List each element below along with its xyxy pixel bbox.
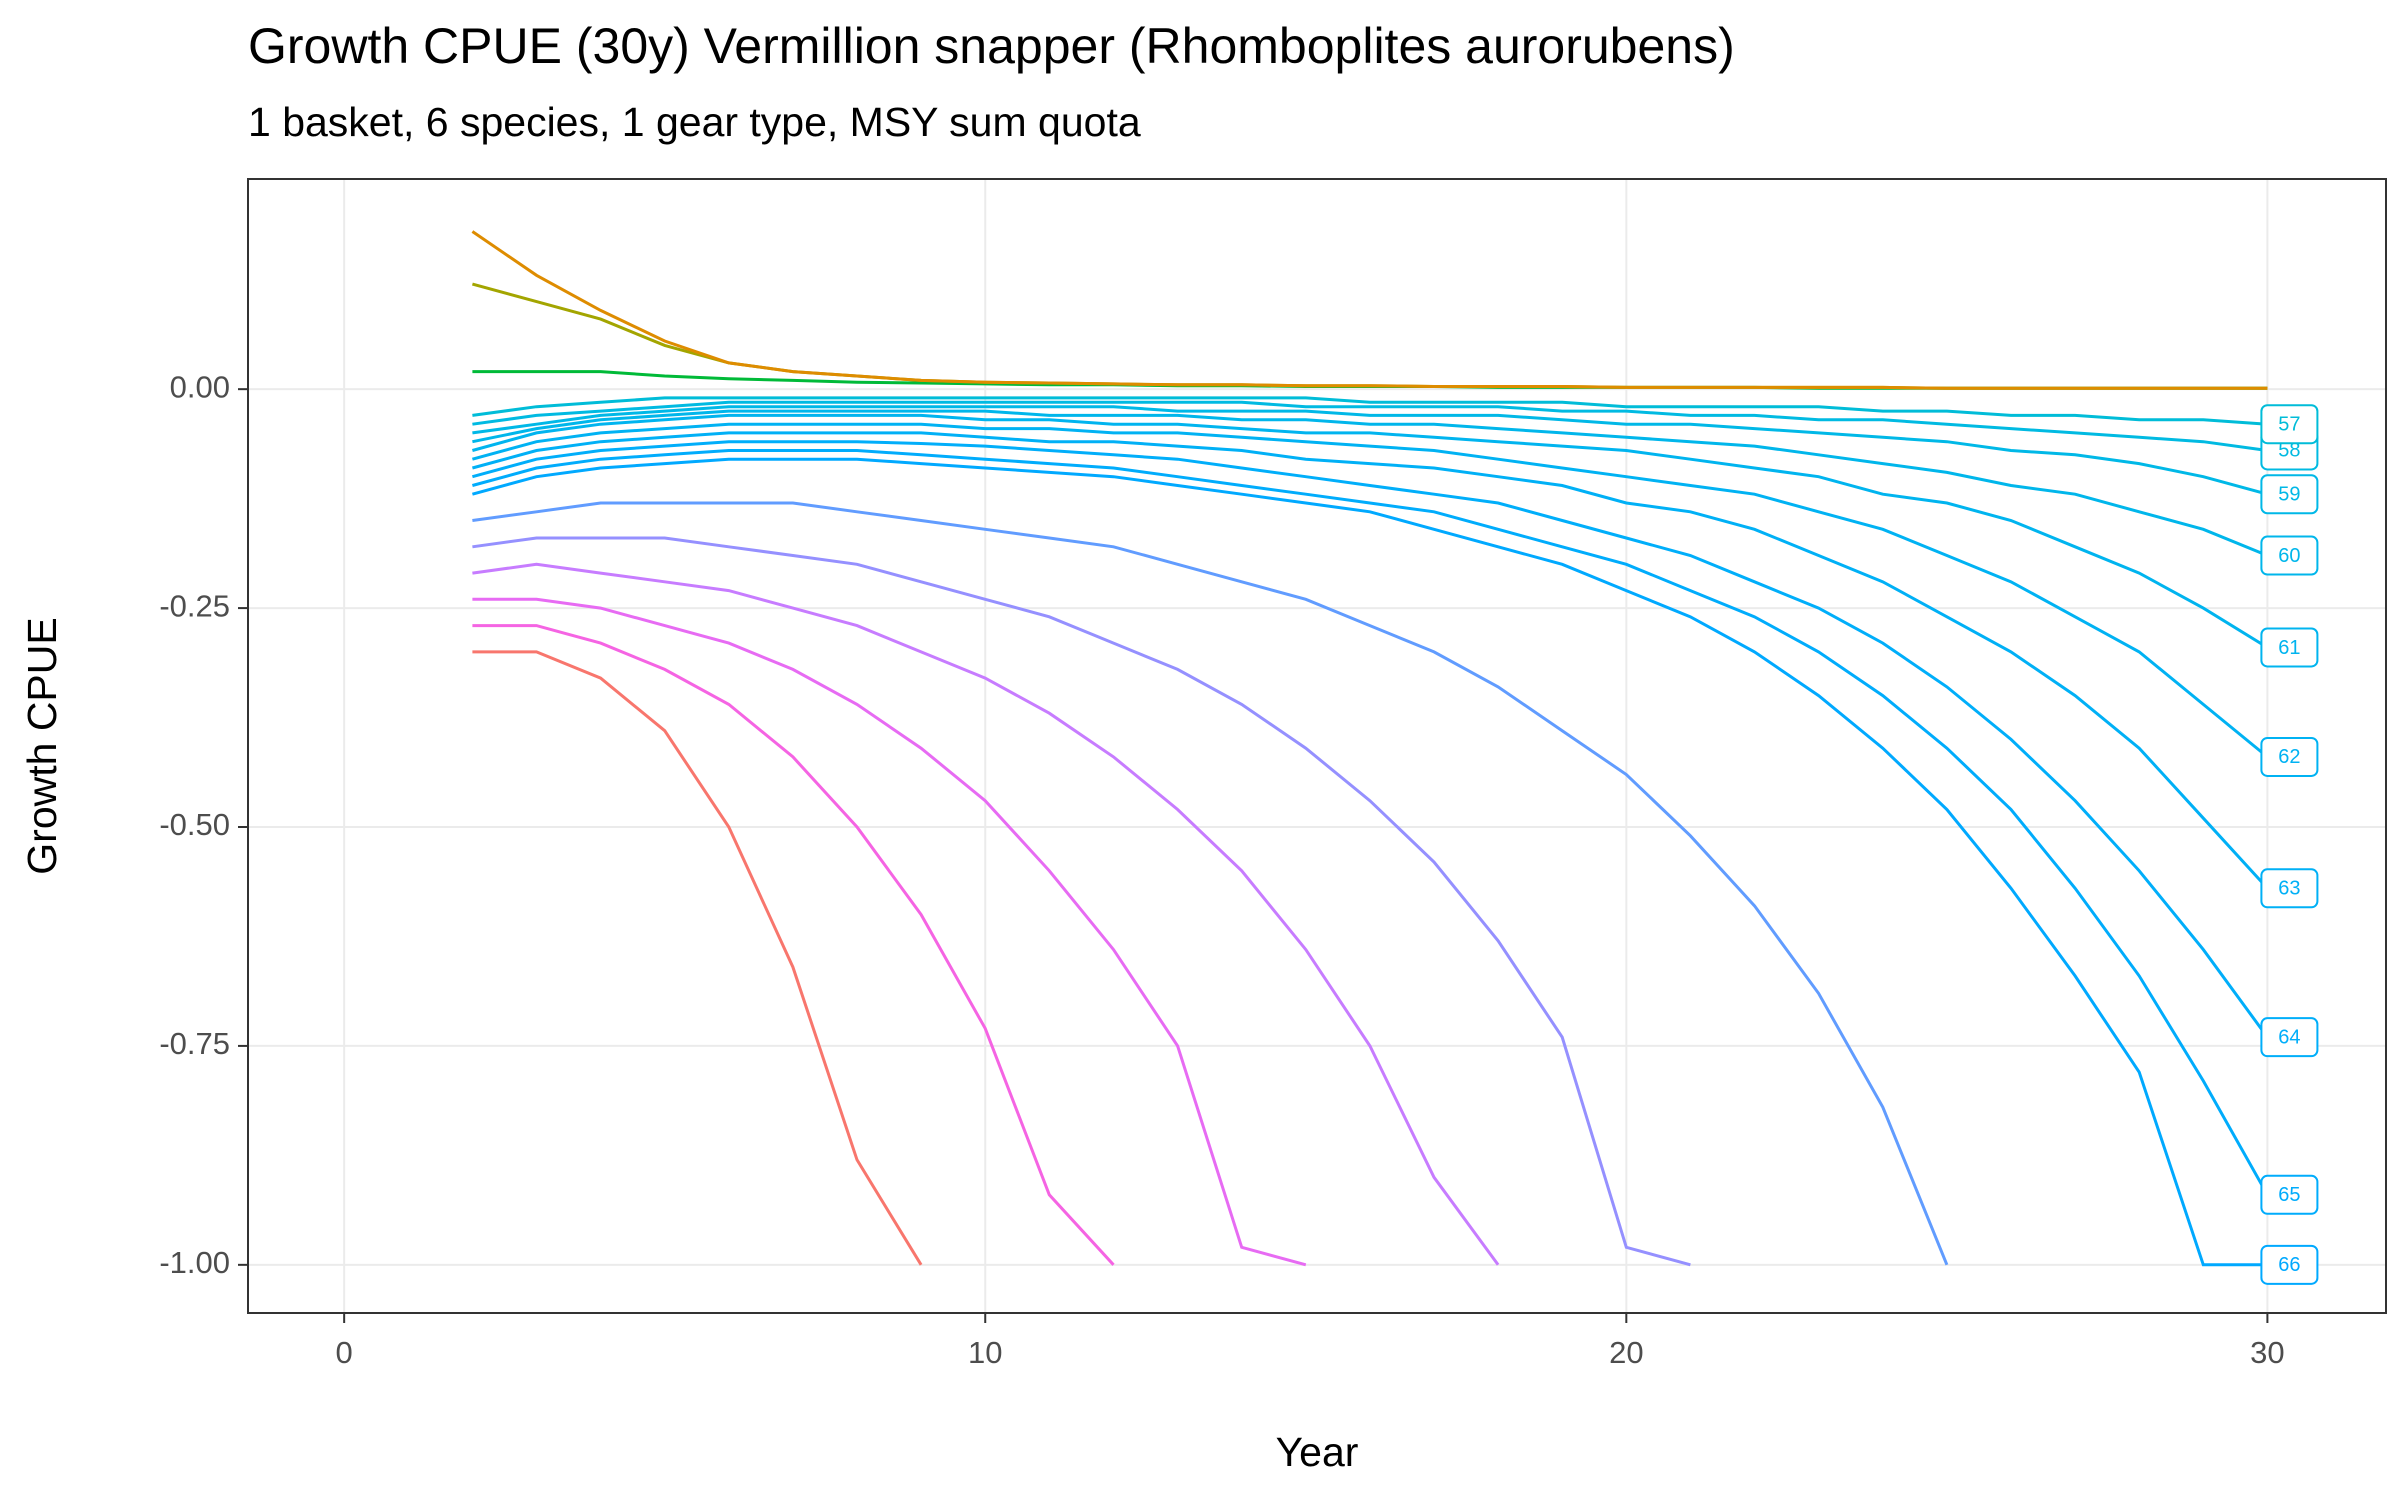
- series-line: [472, 457, 2268, 1267]
- label-text: 61: [2278, 637, 2300, 659]
- chart-title: Growth CPUE (30y) Vermillion snapper (Rh…: [248, 18, 1735, 74]
- series-line: [472, 422, 2269, 759]
- series-line: [472, 449, 2269, 1196]
- series-line: [472, 405, 2268, 496]
- label-box: [2260, 736, 2319, 777]
- label-text: 59: [2278, 484, 2300, 506]
- label-box: [2260, 868, 2319, 909]
- x-axis-title: Year: [1276, 1429, 1359, 1475]
- label-text: 65: [2278, 1184, 2300, 1206]
- x-tick-label: 30: [2250, 1335, 2284, 1370]
- series-line: [472, 536, 1691, 1267]
- series-label: 61: [2260, 627, 2319, 668]
- label-box: [2260, 1244, 2319, 1285]
- label-box: [2260, 535, 2319, 576]
- label-text: 58: [2278, 440, 2300, 462]
- label-text: 63: [2278, 878, 2300, 900]
- series-line: [472, 440, 2269, 1039]
- label-box: [2260, 1174, 2319, 1215]
- series-label: 63: [2260, 868, 2319, 909]
- series-label: 64: [2260, 1017, 2319, 1058]
- series-label: 62: [2260, 736, 2319, 777]
- series-label: 57: [2260, 404, 2319, 445]
- lines: [471, 230, 2269, 1267]
- series-line: [472, 400, 2268, 452]
- series-line: [472, 624, 1115, 1266]
- series-line: [472, 597, 1307, 1267]
- label-text: 57: [2278, 413, 2300, 435]
- y-tick-label: -0.50: [159, 807, 230, 842]
- x-tick-label: 0: [336, 1335, 353, 1370]
- y-axis-title: Growth CPUE: [19, 617, 65, 874]
- y-tick-label: 0.00: [170, 369, 230, 404]
- series-line: [472, 282, 2268, 390]
- grid: [248, 179, 2386, 1313]
- series-line: [472, 396, 2268, 426]
- plot-frame: [247, 178, 2387, 1314]
- series-line: [472, 501, 1949, 1266]
- x-tick-label: 20: [1609, 1335, 1643, 1370]
- y-tick-label: -0.75: [159, 1026, 230, 1061]
- label-box: [2260, 404, 2319, 445]
- label-text: 64: [2278, 1026, 2300, 1048]
- y-tick-label: -0.25: [159, 588, 230, 623]
- series-line: [472, 650, 923, 1266]
- series-label: 60: [2260, 535, 2319, 576]
- label-text: 62: [2278, 746, 2300, 768]
- label-text: 60: [2278, 545, 2300, 567]
- series-line: [472, 409, 2268, 557]
- series-line: [472, 431, 2269, 890]
- labels: 66 65 64 63 62 61 60 59 58 57: [2260, 404, 2319, 1285]
- series-line: [472, 562, 1500, 1266]
- label-box: [2260, 1017, 2319, 1058]
- series-label: 66: [2260, 1244, 2319, 1285]
- chart-subtitle: 1 basket, 6 species, 1 gear type, MSY su…: [248, 99, 1141, 145]
- label-box: [2260, 474, 2319, 515]
- series-label: 65: [2260, 1174, 2319, 1215]
- series-label: 59: [2260, 474, 2319, 515]
- y-tick-label: -1.00: [159, 1245, 230, 1280]
- series-line: [472, 413, 2269, 649]
- series-line: [471, 230, 2268, 390]
- label-box: [2260, 627, 2319, 668]
- x-tick-label: 10: [968, 1335, 1002, 1370]
- label-text: 66: [2278, 1254, 2300, 1276]
